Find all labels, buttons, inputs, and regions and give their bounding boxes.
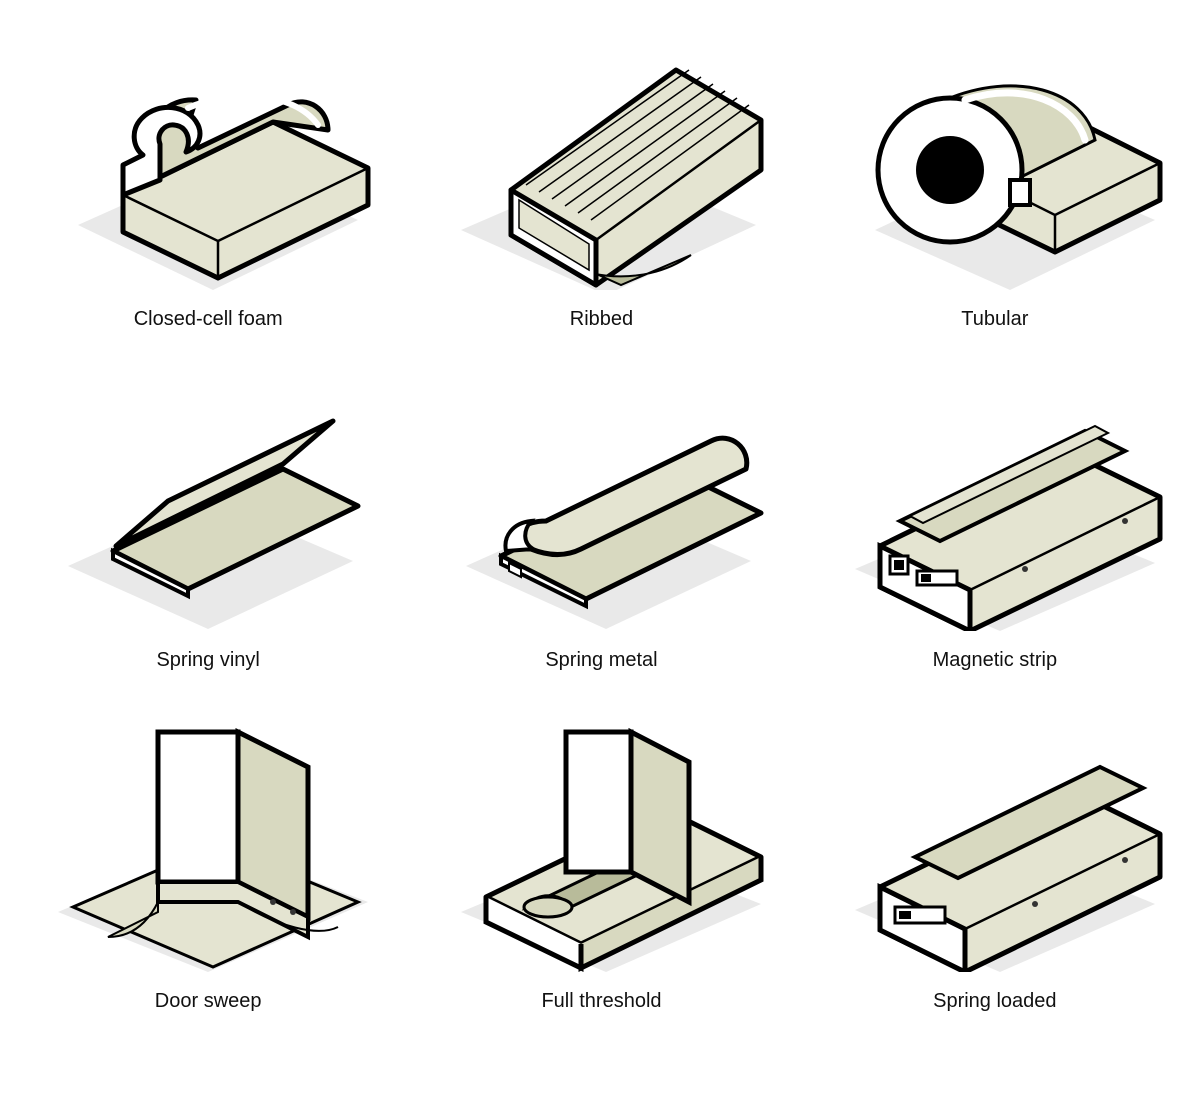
magnetic-strip-icon xyxy=(825,371,1165,631)
spring-loaded-icon xyxy=(825,712,1165,972)
cell-spring-vinyl: Spring vinyl xyxy=(32,371,385,672)
label-full-threshold: Full threshold xyxy=(541,990,661,1013)
label-spring-metal: Spring metal xyxy=(545,649,657,672)
door-sweep-icon xyxy=(38,712,378,972)
label-spring-loaded: Spring loaded xyxy=(933,990,1056,1013)
cell-spring-loaded: Spring loaded xyxy=(818,712,1171,1013)
tubular-icon xyxy=(825,30,1165,290)
cell-spring-metal: Spring metal xyxy=(425,371,778,672)
ribbed-icon xyxy=(431,30,771,290)
label-closed-cell-foam: Closed-cell foam xyxy=(134,308,283,331)
label-ribbed: Ribbed xyxy=(570,308,633,331)
spring-metal-icon xyxy=(431,371,771,631)
spring-vinyl-icon xyxy=(38,371,378,631)
label-tubular: Tubular xyxy=(961,308,1028,331)
full-threshold-icon xyxy=(431,712,771,972)
label-door-sweep: Door sweep xyxy=(155,990,262,1013)
label-magnetic-strip: Magnetic strip xyxy=(933,649,1058,672)
cell-magnetic-strip: Magnetic strip xyxy=(818,371,1171,672)
cell-door-sweep: Door sweep xyxy=(32,712,385,1013)
cell-full-threshold: Full threshold xyxy=(425,712,778,1013)
cell-tubular: Tubular xyxy=(818,30,1171,331)
closed-cell-foam-icon xyxy=(38,30,378,290)
weatherstrip-grid: Closed-cell foam Ribbed xyxy=(32,30,1172,1013)
label-spring-vinyl: Spring vinyl xyxy=(156,649,259,672)
cell-closed-cell-foam: Closed-cell foam xyxy=(32,30,385,331)
cell-ribbed: Ribbed xyxy=(425,30,778,331)
